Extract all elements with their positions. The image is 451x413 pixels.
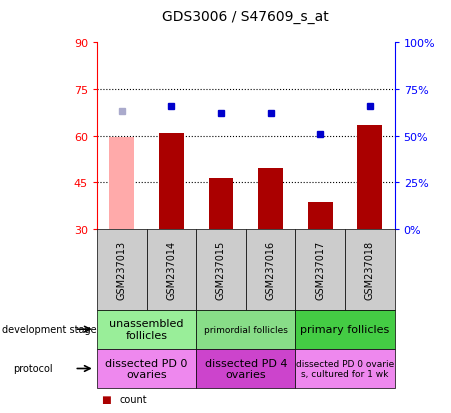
Bar xyxy=(159,133,184,229)
Text: ■: ■ xyxy=(101,394,111,404)
Text: GSM237015: GSM237015 xyxy=(216,240,226,299)
Bar xyxy=(258,169,283,229)
Bar xyxy=(109,138,134,229)
Text: GSM237017: GSM237017 xyxy=(315,240,325,299)
Bar xyxy=(357,126,382,229)
Text: GDS3006 / S47609_s_at: GDS3006 / S47609_s_at xyxy=(162,10,329,24)
Text: unassembled
follicles: unassembled follicles xyxy=(109,318,184,340)
Text: dissected PD 0 ovarie
s, cultured for 1 wk: dissected PD 0 ovarie s, cultured for 1 … xyxy=(296,359,394,378)
Bar xyxy=(308,203,332,229)
Text: GSM237018: GSM237018 xyxy=(365,240,375,299)
Text: GSM237013: GSM237013 xyxy=(117,240,127,299)
Text: primary follicles: primary follicles xyxy=(300,324,390,335)
Text: dissected PD 4
ovaries: dissected PD 4 ovaries xyxy=(205,358,287,380)
Text: dissected PD 0
ovaries: dissected PD 0 ovaries xyxy=(106,358,188,380)
Bar xyxy=(208,178,234,229)
Text: count: count xyxy=(120,394,147,404)
Text: development stage: development stage xyxy=(2,324,97,335)
Text: GSM237014: GSM237014 xyxy=(166,240,176,299)
Text: GSM237016: GSM237016 xyxy=(266,240,276,299)
Text: primordial follicles: primordial follicles xyxy=(204,325,288,334)
Text: protocol: protocol xyxy=(14,363,53,374)
